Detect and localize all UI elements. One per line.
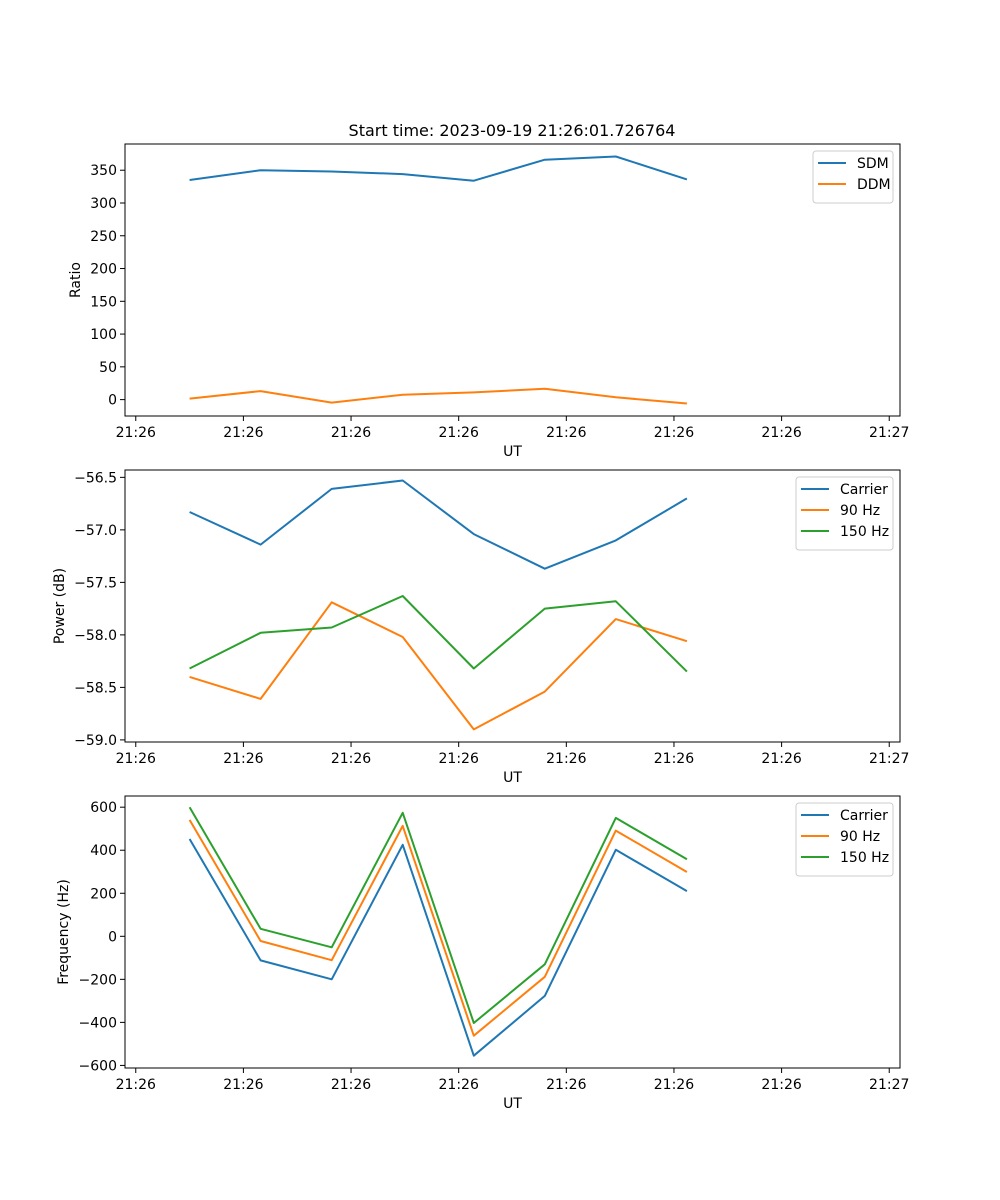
x-tick-label: 21:26 xyxy=(223,751,263,767)
legend-label: 90 Hz xyxy=(840,829,880,845)
legend-label: DDM xyxy=(857,177,891,193)
y-axis-label: Frequency (Hz) xyxy=(56,879,72,985)
legend-label: 150 Hz xyxy=(840,524,889,540)
series-line-carrier xyxy=(189,479,688,570)
x-tick-label: 21:27 xyxy=(869,425,909,441)
y-tick-label: −400 xyxy=(79,1015,117,1031)
x-tick-label: 21:26 xyxy=(439,751,479,767)
series-line-90-hz xyxy=(189,601,688,731)
y-axis-label: Power (dB) xyxy=(52,568,68,644)
series-line-150-hz xyxy=(188,806,688,1024)
legend: SDM DDM xyxy=(812,150,894,204)
y-tick-label: 0 xyxy=(108,929,117,945)
y-tick-label: −59.0 xyxy=(74,733,117,749)
y-tick-label: −600 xyxy=(79,1058,117,1074)
plots-container: 21:26 21:26 21:26 21:26 21:26 21:26 21:26 21:27… xyxy=(52,143,909,1112)
y-tick-label: 350 xyxy=(90,163,117,179)
y-tick-label: −57.5 xyxy=(74,575,117,591)
x-tick-label: 21:26 xyxy=(116,1077,156,1093)
x-tick-label: 21:26 xyxy=(331,751,371,767)
y-tick-label: −200 xyxy=(79,972,117,988)
legend-label: Carrier xyxy=(840,808,888,824)
y-tick-label: 0 xyxy=(108,393,117,409)
y-tick-label: −58.5 xyxy=(74,680,117,696)
y-tick-label: 250 xyxy=(90,229,117,245)
y-tick-label: −58.0 xyxy=(74,628,117,644)
y-tick-label: 50 xyxy=(99,360,117,376)
x-tick-label: 21:27 xyxy=(869,751,909,767)
y-tick-label: −56.5 xyxy=(74,470,117,486)
x-tick-label: 21:26 xyxy=(223,1077,263,1093)
x-tick-label: 21:26 xyxy=(654,1077,694,1093)
y-tick-label: 200 xyxy=(90,886,117,902)
subplot-2: 21:26 21:26 21:26 21:26 21:26 21:26 21:26 21:27… xyxy=(52,469,909,786)
legend: Carrier 90 Hz 150 Hz xyxy=(795,802,894,877)
x-tick-label: 21:26 xyxy=(223,425,263,441)
y-tick-label: 200 xyxy=(90,262,117,278)
x-tick-label: 21:26 xyxy=(439,425,479,441)
x-tick-label: 21:26 xyxy=(654,425,694,441)
legend-label: 150 Hz xyxy=(840,850,889,866)
y-tick-label: 600 xyxy=(90,800,117,816)
legend-label: SDM xyxy=(857,156,889,172)
series-line-ddm xyxy=(189,387,687,405)
x-tick-label: 21:26 xyxy=(439,1077,479,1093)
legend-label: 90 Hz xyxy=(840,503,880,519)
subplot-3: 21:26 21:26 21:26 21:26 21:26 21:26 21:26 21:27… xyxy=(56,795,909,1112)
axes-frame xyxy=(124,795,901,1069)
x-tick-label: 21:26 xyxy=(116,751,156,767)
y-tick-label: 300 xyxy=(90,196,117,212)
y-axis-label: Ratio xyxy=(68,262,84,298)
y-tick-label: 100 xyxy=(90,327,117,343)
subplot-1: 21:26 21:26 21:26 21:26 21:26 21:26 21:26 21:27… xyxy=(68,143,909,460)
x-tick-label: 21:26 xyxy=(654,751,694,767)
x-tick-label: 21:26 xyxy=(761,425,801,441)
x-tick-label: 21:26 xyxy=(546,1077,586,1093)
x-tick-label: 21:26 xyxy=(761,751,801,767)
x-tick-label: 21:26 xyxy=(331,425,371,441)
y-tick-label: 400 xyxy=(90,843,117,859)
x-tick-label: 21:26 xyxy=(546,751,586,767)
x-axis-label: UT xyxy=(503,1096,522,1112)
figure-title: Start time: 2023-09-19 21:26:01.726764 xyxy=(349,121,676,140)
x-tick-label: 21:26 xyxy=(546,425,586,441)
x-axis-label: UT xyxy=(503,444,522,460)
x-tick-label: 21:26 xyxy=(116,425,156,441)
axes-frame xyxy=(124,143,901,417)
x-axis-label: UT xyxy=(503,770,522,786)
x-tick-label: 21:26 xyxy=(761,1077,801,1093)
axes-frame xyxy=(124,469,901,743)
series-line-90-hz xyxy=(188,819,688,1037)
legend: Carrier 90 Hz 150 Hz xyxy=(795,476,894,551)
x-tick-label: 21:26 xyxy=(331,1077,371,1093)
y-tick-label: 150 xyxy=(90,294,117,310)
series-line-carrier xyxy=(188,838,688,1057)
y-tick-label: −57.0 xyxy=(74,523,117,539)
series-line-sdm xyxy=(189,155,688,182)
x-tick-label: 21:27 xyxy=(869,1077,909,1093)
legend-label: Carrier xyxy=(840,482,888,498)
series-line-150-hz xyxy=(189,595,688,673)
